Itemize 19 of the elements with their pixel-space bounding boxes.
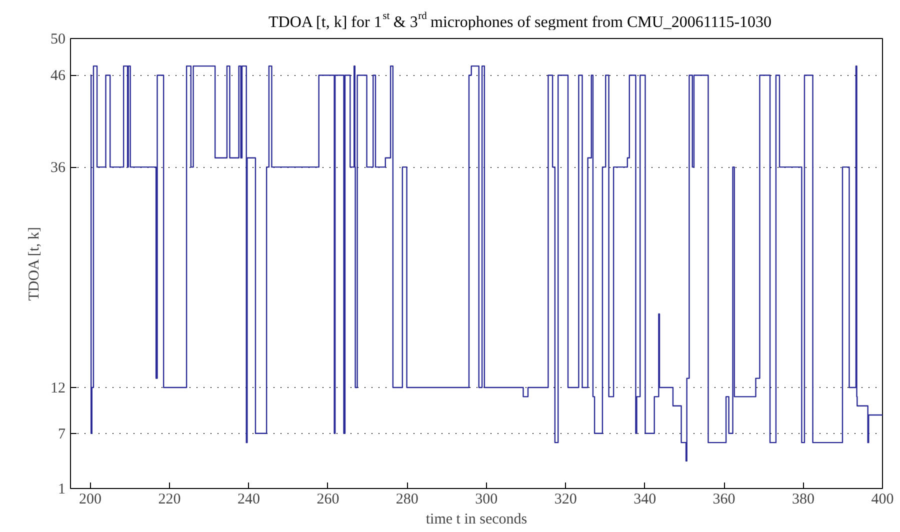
y-tick-label: 1 bbox=[58, 482, 66, 498]
x-tick-label: 240 bbox=[237, 492, 260, 508]
x-tick-label: 400 bbox=[871, 492, 894, 508]
x-tick-label: 220 bbox=[158, 492, 181, 508]
x-tick-label: 320 bbox=[554, 492, 577, 508]
x-tick-label: 380 bbox=[792, 492, 815, 508]
y-tick-label: 7 bbox=[58, 426, 66, 442]
x-tick-label: 340 bbox=[634, 492, 656, 508]
y-tick-label: 12 bbox=[50, 380, 66, 396]
x-tick-label: 300 bbox=[475, 492, 498, 508]
x-tick-label: 260 bbox=[316, 492, 340, 508]
x-axis-title: time t in seconds bbox=[426, 512, 528, 528]
y-tick-label: 36 bbox=[50, 160, 66, 176]
y-tick-label: 50 bbox=[50, 32, 66, 48]
y-tick-label: 46 bbox=[50, 68, 66, 84]
x-tick-label: 360 bbox=[712, 492, 736, 508]
x-tick-label: 200 bbox=[79, 492, 102, 508]
x-tick-label: 280 bbox=[396, 492, 418, 508]
y-axis-title: TDOA [t, k] bbox=[26, 227, 42, 301]
